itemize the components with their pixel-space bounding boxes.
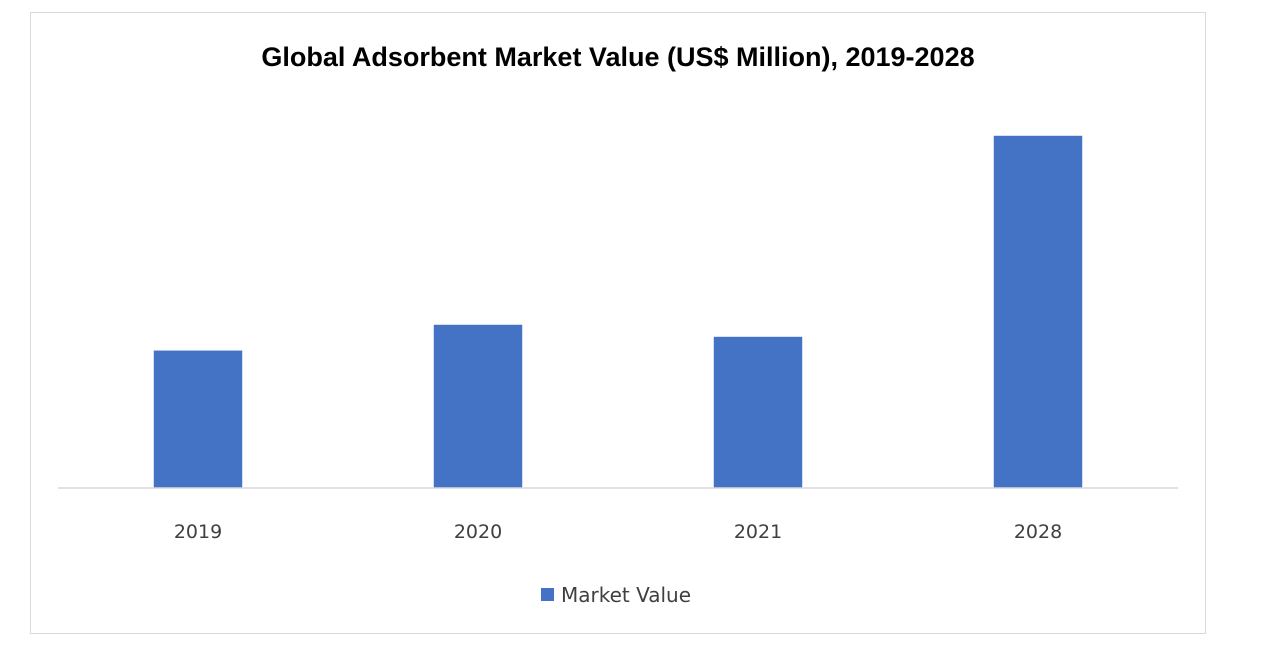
legend-label: Market Value bbox=[561, 583, 691, 607]
bar-2019[interactable] bbox=[153, 350, 243, 488]
bar-2028[interactable] bbox=[993, 135, 1083, 489]
x-ticks-group: 2019 2020 2021 2028 bbox=[174, 521, 1062, 543]
bars-group bbox=[153, 135, 1083, 489]
legend-swatch bbox=[541, 588, 554, 601]
chart-title: Global Adsorbent Market Value (US$ Milli… bbox=[261, 42, 974, 72]
x-tick-label-2028: 2028 bbox=[1014, 521, 1062, 543]
x-tick-label-2020: 2020 bbox=[454, 521, 502, 543]
x-tick-label-2021: 2021 bbox=[734, 521, 782, 543]
bar-2021[interactable] bbox=[713, 336, 803, 488]
bar-2020[interactable] bbox=[433, 324, 523, 488]
x-tick-label-2019: 2019 bbox=[174, 521, 222, 543]
legend[interactable]: Market Value bbox=[541, 583, 691, 607]
